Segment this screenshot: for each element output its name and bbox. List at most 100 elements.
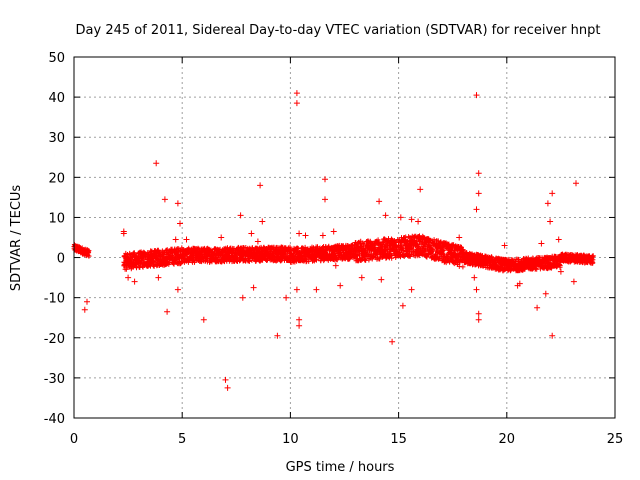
data-point — [237, 212, 244, 219]
x-tick-label: 20 — [499, 432, 516, 447]
data-point — [177, 220, 183, 227]
dense-data-band — [71, 233, 596, 274]
data-point — [417, 186, 424, 193]
data-point — [174, 200, 181, 207]
data-point — [389, 338, 396, 345]
data-point — [408, 286, 415, 293]
data-point — [475, 190, 482, 197]
data-point — [319, 232, 326, 239]
data-point — [296, 316, 303, 323]
data-point — [573, 180, 579, 187]
data-point — [490, 264, 497, 271]
band-point — [246, 258, 252, 264]
data-point — [542, 290, 549, 297]
data-point — [475, 170, 482, 177]
data-point — [254, 238, 261, 245]
data-point — [172, 236, 179, 243]
band-point — [171, 261, 177, 267]
data-point — [296, 322, 303, 329]
band-point — [436, 256, 442, 262]
plot-frame — [73, 56, 616, 419]
data-point — [174, 286, 181, 293]
data-point — [283, 294, 290, 301]
grid-lines — [74, 57, 615, 418]
band-point — [460, 264, 466, 270]
band-point — [130, 264, 136, 270]
y-tick-label: -20 — [44, 332, 65, 347]
data-point — [516, 280, 523, 287]
data-point — [549, 332, 556, 339]
data-point — [248, 230, 255, 237]
y-tick-label: -30 — [44, 372, 65, 387]
data-point — [131, 278, 138, 285]
data-point — [302, 232, 309, 239]
data-point — [161, 196, 168, 203]
data-point — [84, 298, 90, 305]
data-point — [534, 304, 541, 311]
x-tick-label: 10 — [282, 432, 299, 447]
data-point — [259, 218, 266, 225]
data-point — [250, 284, 257, 291]
y-tick-label: -10 — [44, 292, 65, 307]
data-point — [415, 218, 422, 225]
x-axis-label: GPS time / hours — [286, 460, 395, 475]
band-point — [360, 240, 366, 246]
band-point — [360, 241, 366, 247]
band-point — [86, 253, 92, 259]
data-point — [239, 294, 246, 301]
data-point — [555, 236, 562, 243]
data-point — [358, 274, 365, 281]
data-point — [475, 316, 482, 323]
data-point — [501, 242, 508, 249]
data-point — [475, 310, 482, 317]
band-point — [195, 245, 201, 251]
data-point — [257, 182, 264, 189]
y-tick-label: 10 — [48, 211, 65, 226]
x-tick-label: 15 — [390, 432, 407, 447]
data-point — [120, 230, 127, 237]
data-point — [538, 240, 545, 247]
band-point — [287, 244, 293, 250]
data-point — [330, 228, 337, 235]
data-point — [218, 234, 225, 241]
data-point — [200, 316, 207, 323]
data-point — [445, 244, 452, 251]
band-point — [557, 263, 563, 269]
data-point — [337, 282, 344, 289]
data-point — [549, 190, 556, 197]
y-tick-label: 0 — [57, 252, 65, 267]
y-tick-label: -40 — [44, 412, 65, 427]
data-point — [557, 268, 564, 275]
y-tick-label: 50 — [48, 51, 65, 66]
data-point — [378, 276, 385, 283]
data-point — [313, 286, 320, 293]
data-point — [473, 92, 480, 99]
chart-title: Day 245 of 2011, Sidereal Day-to-day VTE… — [76, 23, 601, 38]
data-point — [81, 306, 88, 313]
data-point — [456, 234, 463, 241]
band-point — [86, 248, 92, 254]
data-point — [293, 90, 300, 97]
data-point — [274, 332, 281, 339]
x-tick-label: 25 — [607, 432, 624, 447]
data-point — [296, 230, 303, 237]
data-point — [408, 216, 415, 223]
data-point — [155, 274, 162, 281]
data-point — [125, 274, 132, 281]
data-point — [397, 214, 404, 221]
data-point — [471, 274, 478, 281]
data-points — [81, 90, 579, 391]
data-point — [382, 212, 389, 219]
data-point — [544, 200, 551, 207]
data-point — [183, 236, 190, 243]
axis-ticks — [73, 56, 616, 419]
data-point — [153, 160, 160, 167]
band-point — [590, 253, 596, 259]
data-point — [570, 278, 577, 285]
data-point — [164, 308, 171, 315]
x-tick-label: 0 — [70, 432, 78, 447]
x-tick-label: 5 — [178, 432, 186, 447]
data-point — [322, 176, 328, 183]
data-point — [399, 302, 406, 309]
